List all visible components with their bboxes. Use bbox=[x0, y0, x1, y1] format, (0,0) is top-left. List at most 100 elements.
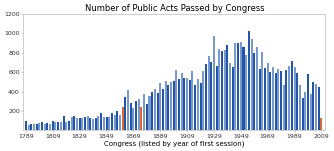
Bar bbox=[73, 116, 75, 130]
Bar bbox=[92, 119, 94, 130]
Bar bbox=[304, 92, 306, 130]
Bar bbox=[216, 66, 218, 130]
Bar bbox=[138, 99, 140, 130]
Bar bbox=[294, 67, 296, 130]
Bar bbox=[173, 81, 175, 130]
Bar bbox=[250, 39, 253, 130]
Bar bbox=[44, 124, 46, 130]
Bar bbox=[197, 79, 199, 130]
Bar bbox=[124, 97, 126, 130]
Bar bbox=[149, 96, 151, 130]
Bar bbox=[224, 50, 226, 130]
Bar bbox=[41, 122, 43, 130]
Bar bbox=[264, 68, 266, 130]
Bar bbox=[267, 63, 269, 130]
Bar bbox=[315, 84, 317, 130]
Bar bbox=[259, 69, 261, 130]
Bar bbox=[52, 121, 54, 130]
Bar bbox=[65, 122, 67, 130]
Bar bbox=[81, 118, 84, 130]
Bar bbox=[186, 78, 188, 130]
Bar bbox=[36, 124, 38, 130]
Bar bbox=[157, 93, 159, 130]
Bar bbox=[302, 98, 304, 130]
Bar bbox=[269, 72, 271, 130]
Bar bbox=[253, 53, 255, 130]
Bar bbox=[175, 71, 177, 130]
Bar bbox=[320, 118, 322, 130]
Bar bbox=[167, 85, 169, 130]
Bar bbox=[307, 74, 309, 130]
Bar bbox=[57, 122, 59, 130]
Bar bbox=[84, 117, 86, 130]
Bar bbox=[234, 43, 236, 130]
Bar bbox=[199, 83, 201, 130]
Bar bbox=[278, 69, 280, 130]
Bar bbox=[229, 63, 231, 130]
Bar bbox=[108, 117, 110, 130]
Bar bbox=[70, 117, 72, 130]
Bar bbox=[132, 108, 134, 130]
Bar bbox=[291, 61, 293, 130]
Bar bbox=[299, 85, 301, 130]
Bar bbox=[54, 122, 56, 130]
Bar bbox=[162, 88, 164, 130]
Bar bbox=[207, 56, 210, 130]
Bar bbox=[237, 43, 239, 130]
Bar bbox=[245, 55, 247, 130]
Bar bbox=[181, 73, 183, 130]
Bar bbox=[194, 85, 196, 130]
Bar bbox=[213, 35, 215, 130]
Bar bbox=[318, 87, 320, 130]
Bar bbox=[312, 82, 314, 130]
Bar bbox=[100, 114, 102, 130]
Bar bbox=[76, 118, 78, 130]
Bar bbox=[310, 94, 312, 130]
Bar bbox=[90, 118, 92, 130]
Bar bbox=[261, 52, 263, 130]
Title: Number of Public Acts Passed by Congress: Number of Public Acts Passed by Congress bbox=[85, 4, 264, 13]
Bar bbox=[210, 63, 212, 130]
Bar bbox=[111, 113, 113, 130]
Bar bbox=[49, 124, 51, 130]
Bar bbox=[140, 107, 142, 130]
Bar bbox=[68, 121, 70, 130]
Bar bbox=[25, 121, 27, 130]
Bar bbox=[165, 81, 167, 130]
Bar bbox=[275, 73, 277, 130]
Bar bbox=[62, 116, 64, 130]
Bar bbox=[151, 92, 153, 130]
Bar bbox=[30, 124, 32, 130]
Bar bbox=[256, 47, 258, 130]
Bar bbox=[189, 80, 191, 130]
Bar bbox=[143, 94, 145, 130]
Bar bbox=[98, 116, 100, 130]
Bar bbox=[286, 70, 288, 130]
Bar bbox=[170, 82, 172, 130]
Bar bbox=[95, 118, 97, 130]
Bar bbox=[280, 71, 282, 130]
Bar bbox=[178, 79, 180, 130]
Bar bbox=[232, 67, 234, 130]
Bar bbox=[288, 66, 290, 130]
Bar bbox=[221, 51, 223, 130]
Bar bbox=[154, 89, 156, 130]
Bar bbox=[296, 73, 298, 130]
Bar bbox=[130, 103, 132, 130]
Bar bbox=[226, 45, 228, 130]
Bar bbox=[159, 83, 161, 130]
Bar bbox=[122, 107, 124, 130]
Bar bbox=[218, 49, 220, 130]
Bar bbox=[183, 78, 185, 130]
Bar bbox=[114, 115, 116, 130]
Bar bbox=[135, 101, 137, 130]
Bar bbox=[146, 104, 148, 130]
Bar bbox=[202, 71, 204, 130]
Bar bbox=[205, 64, 207, 130]
Bar bbox=[283, 85, 285, 130]
Bar bbox=[103, 117, 105, 130]
Bar bbox=[33, 124, 35, 130]
Bar bbox=[46, 123, 48, 130]
X-axis label: Congress (listed by year of first session): Congress (listed by year of first sessio… bbox=[104, 140, 244, 147]
Bar bbox=[106, 117, 108, 130]
